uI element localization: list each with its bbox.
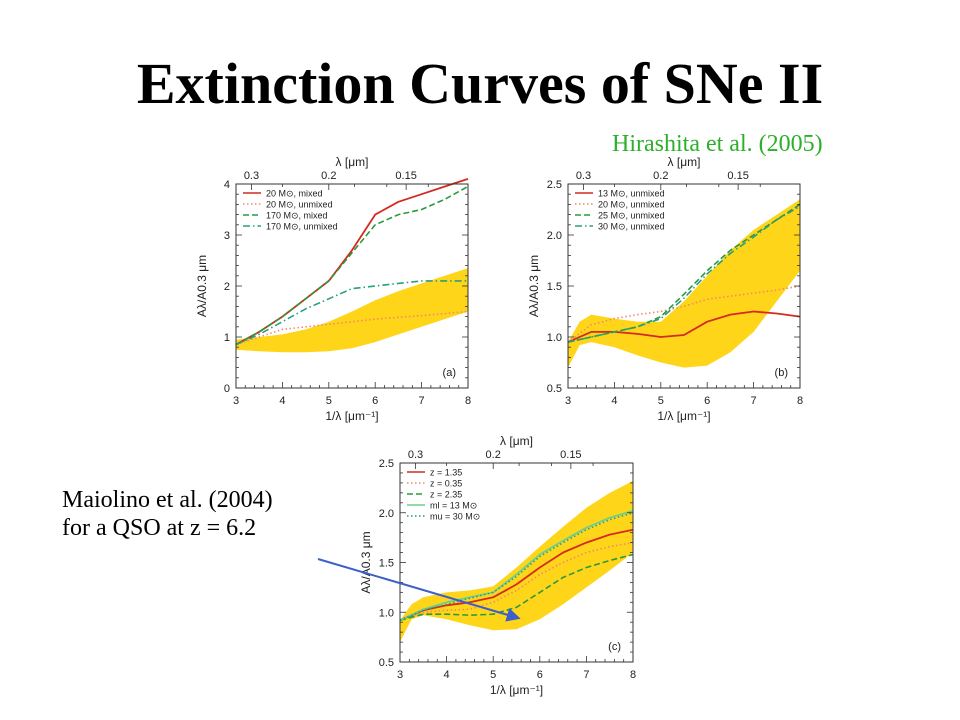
citation-maiolino-line1: Maiolino et al. (2004) — [62, 487, 273, 513]
y-tick-label: 0 — [224, 383, 230, 395]
top-tick-label: 0.2 — [486, 449, 501, 461]
slide-title: Extinction Curves of SNe II — [136, 51, 824, 116]
x-tick-label: 5 — [490, 669, 496, 681]
y-axis-label: Aλ/A0.3 μm — [195, 255, 209, 317]
top-axis-label: λ [μm] — [668, 155, 701, 169]
x-axis-label: 1/λ [μm⁻¹] — [490, 683, 543, 697]
legend-entry: z = 2.35 — [430, 490, 462, 500]
series-line-2-2 — [399, 553, 634, 621]
x-tick-label: 5 — [326, 395, 332, 407]
series-line-2-1 — [399, 541, 634, 621]
series-line-2-3 — [399, 509, 634, 622]
legend-entry: 30 M⊙, unmixed — [598, 222, 665, 232]
x-tick-label: 7 — [583, 669, 589, 681]
series-line-1-0 — [567, 310, 801, 343]
x-tick-label: 3 — [233, 395, 239, 407]
legend-entry: 13 M⊙, unmixed — [598, 189, 665, 199]
y-tick-label: 2.0 — [547, 230, 562, 242]
x-tick-label: 3 — [397, 669, 403, 681]
series-line-0-1 — [235, 310, 469, 346]
x-tick-label: 4 — [279, 395, 285, 407]
x-tick-label: 3 — [565, 395, 571, 407]
top-tick-label: 0.3 — [408, 449, 423, 461]
y-tick-label: 1.5 — [379, 558, 394, 570]
y-tick-label: 2.0 — [379, 508, 394, 520]
x-tick-label: 6 — [704, 395, 710, 407]
extinction-panel-0: 3 4 5 6 7 8 0 1 2 3 4 0.3 0.2 0.15 λ [μm] 1/λ [μm⁻¹] Aλ/… — [195, 155, 471, 423]
model-uncertainty-band — [236, 268, 468, 353]
legend-entry: z = 1.35 — [430, 468, 462, 478]
series-line-0-3 — [235, 280, 468, 346]
y-tick-label: 1.0 — [547, 332, 562, 344]
legend-entry: 170 M⊙, unmixed — [266, 222, 338, 232]
panel-label: (a) — [443, 367, 456, 379]
x-tick-label: 6 — [537, 669, 543, 681]
x-tick-label: 8 — [630, 669, 636, 681]
x-tick-label: 4 — [611, 395, 617, 407]
y-axis-label: Aλ/A0.3 μm — [527, 255, 541, 317]
panel-label: (b) — [775, 367, 788, 379]
legend-entry: ml = 13 M⊙ — [430, 501, 477, 511]
top-axis-label: λ [μm] — [500, 434, 533, 448]
top-tick-label: 0.15 — [560, 449, 581, 461]
top-tick-label: 0.3 — [576, 170, 591, 182]
y-tick-label: 0.5 — [547, 383, 562, 395]
top-tick-label: 0.2 — [321, 170, 336, 182]
series-line-0-0 — [235, 178, 469, 346]
y-axis-label: Aλ/A0.3 μm — [359, 531, 373, 593]
top-tick-label: 0.15 — [727, 170, 748, 182]
x-axis-label: 1/λ [μm⁻¹] — [325, 409, 378, 423]
legend-entry: 20 M⊙, unmixed — [598, 200, 665, 210]
x-tick-label: 6 — [372, 395, 378, 407]
x-tick-label: 5 — [658, 395, 664, 407]
citation-hirashita: Hirashita et al. (2005) — [612, 131, 823, 157]
pointer-arrow — [317, 558, 521, 622]
series-line-2-4 — [399, 512, 634, 621]
y-tick-label: 2.5 — [379, 458, 394, 470]
top-tick-label: 0.2 — [653, 170, 668, 182]
extinction-panel-1: 3 4 5 6 7 8 0.5 1.0 1.5 2.0 2.5 0.3 0.2 0.15 λ [μm] 1/λ… — [527, 155, 803, 423]
y-tick-label: 1 — [224, 332, 230, 344]
series-line-0-2 — [235, 185, 469, 346]
legend-entry: mu = 30 M⊙ — [430, 512, 480, 522]
citation-maiolino: Maiolino et al. (2004) for a QSO at z = … — [62, 486, 273, 542]
model-uncertainty-band — [568, 199, 800, 368]
y-tick-label: 2.5 — [547, 179, 562, 191]
series-line-1-1 — [567, 285, 801, 343]
citation-maiolino-line2: for a QSO at z = 6.2 — [62, 515, 257, 541]
y-tick-label: 1.0 — [379, 607, 394, 619]
legend-entry: 170 M⊙, mixed — [266, 211, 328, 221]
y-tick-label: 0.5 — [379, 657, 394, 669]
legend-entry: 20 M⊙, mixed — [266, 189, 323, 199]
legend-entry: 25 M⊙, unmixed — [598, 211, 665, 221]
x-tick-label: 7 — [751, 395, 757, 407]
top-axis-label: λ [μm] — [336, 155, 369, 169]
x-tick-label: 7 — [419, 395, 425, 407]
legend-entry: 20 M⊙, unmixed — [266, 200, 333, 210]
top-tick-label: 0.15 — [395, 170, 416, 182]
x-axis-label: 1/λ [μm⁻¹] — [657, 409, 710, 423]
y-tick-label: 3 — [224, 230, 230, 242]
top-tick-label: 0.3 — [244, 170, 259, 182]
extinction-panel-2: 3 4 5 6 7 8 0.5 1.0 1.5 2.0 2.5 0.3 0.2 0.15 λ [μm] 1/λ… — [359, 434, 636, 697]
x-tick-label: 8 — [465, 395, 471, 407]
series-line-1-3 — [567, 205, 801, 343]
x-tick-label: 4 — [444, 669, 450, 681]
y-tick-label: 1.5 — [547, 281, 562, 293]
y-tick-label: 4 — [224, 179, 230, 191]
panel-label: (c) — [608, 641, 621, 653]
x-tick-label: 8 — [797, 395, 803, 407]
y-tick-label: 2 — [224, 281, 230, 293]
legend-entry: z = 0.35 — [430, 479, 462, 489]
